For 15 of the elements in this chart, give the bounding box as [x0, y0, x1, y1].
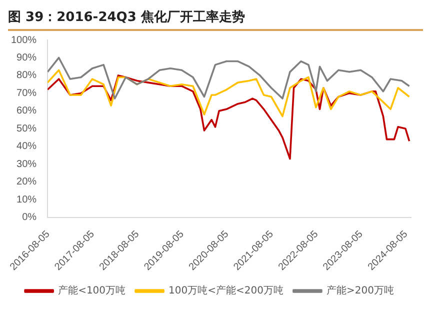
y-tick-label: 10%: [16, 194, 37, 206]
y-tick-label: 90%: [16, 52, 37, 64]
y-tick-label: 0%: [22, 212, 37, 224]
y-tick-label: 70%: [16, 88, 37, 99]
y-tick-label: 30%: [16, 158, 37, 170]
legend-label: 100万吨<产能<200万吨: [168, 284, 284, 297]
legend-label: 产能>200万吨: [326, 284, 394, 297]
y-tick-label: 40%: [16, 141, 37, 152]
y-tick-label: 100%: [11, 34, 37, 46]
y-tick-label: 60%: [16, 106, 37, 117]
y-tick-label: 50%: [16, 123, 37, 134]
chart-title: 图 39：2016-24Q3 焦化厂开工率走势: [8, 8, 423, 31]
y-tick-label: 20%: [16, 176, 37, 188]
legend-label: 产能<100万吨: [58, 284, 126, 297]
y-tick-label: 80%: [16, 70, 37, 82]
